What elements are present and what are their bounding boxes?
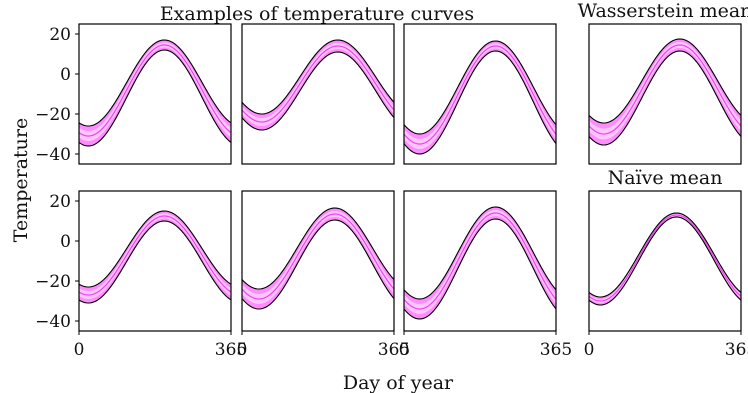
inner-band bbox=[242, 211, 394, 304]
panel-frame bbox=[78, 190, 232, 332]
inner-band bbox=[589, 214, 741, 303]
median-line bbox=[79, 44, 231, 137]
panel-frame bbox=[588, 190, 742, 332]
panel-5: 200−20−400 365 bbox=[35, 190, 247, 360]
x-tick-label: 0 bbox=[399, 340, 410, 360]
y-tick-label: 0 bbox=[60, 65, 71, 85]
x-tick-label: 365 bbox=[725, 340, 748, 360]
median-line bbox=[589, 214, 741, 302]
inner-band bbox=[79, 213, 231, 299]
upper-edge-line bbox=[242, 207, 394, 290]
median-line bbox=[242, 213, 394, 300]
panel-1: 20 0 −20 −40 bbox=[35, 23, 232, 165]
x-tick-label: 0 bbox=[237, 340, 248, 360]
lower-edge-line bbox=[242, 51, 394, 131]
x-tick-label: 0 bbox=[74, 340, 85, 360]
panel-title: Wasserstein mean bbox=[578, 0, 748, 22]
upper-edge-line bbox=[589, 212, 741, 298]
median-line bbox=[589, 44, 741, 135]
x-tick-label: 365 bbox=[215, 340, 247, 360]
lower-edge-line bbox=[589, 50, 741, 146]
panel-frame bbox=[241, 190, 395, 332]
upper-edge-line bbox=[404, 40, 556, 135]
y-tick-label: −20 bbox=[35, 105, 71, 125]
inner-band bbox=[404, 210, 556, 314]
lower-edge-line bbox=[242, 219, 394, 310]
y-tick-label: −40 bbox=[35, 312, 71, 332]
y-tick-label: 0 bbox=[60, 232, 71, 252]
upper-edge-line bbox=[589, 38, 741, 124]
inner-band bbox=[404, 43, 556, 149]
lower-edge-line bbox=[79, 220, 231, 304]
lower-edge-line bbox=[79, 49, 231, 147]
upper-edge-line bbox=[79, 39, 231, 127]
panel-7: 0 365 bbox=[399, 190, 572, 360]
y-axis-label: Temperature bbox=[10, 118, 32, 242]
lower-edge-line bbox=[404, 218, 556, 320]
panel-frame bbox=[588, 23, 742, 165]
panel-frame bbox=[403, 190, 557, 332]
y-tick-label: −20 bbox=[35, 272, 71, 292]
inner-band bbox=[242, 43, 394, 127]
panel-3 bbox=[403, 23, 557, 165]
x-tick-label: 365 bbox=[540, 340, 572, 360]
lower-edge-line bbox=[589, 216, 741, 306]
lower-edge-line bbox=[404, 50, 556, 155]
upper-edge-line bbox=[404, 206, 556, 300]
inner-band bbox=[79, 42, 231, 141]
outer-band bbox=[589, 213, 741, 305]
y-tick-label: −40 bbox=[35, 145, 71, 165]
x-tick-label: 365 bbox=[378, 340, 410, 360]
median-line bbox=[404, 212, 556, 310]
panel-4: Wasserstein mean bbox=[578, 0, 748, 165]
panel-8: Naïve mean 0 365 bbox=[584, 167, 748, 360]
panel-frame bbox=[241, 23, 395, 165]
upper-edge-line bbox=[79, 210, 231, 288]
panel-2 bbox=[241, 23, 395, 165]
x-axis-label: Day of year bbox=[343, 372, 454, 393]
panel-frame bbox=[78, 23, 232, 165]
median-line bbox=[242, 45, 394, 123]
figure-title: Examples of temperature curves bbox=[160, 3, 474, 25]
y-tick-label: 20 bbox=[49, 25, 71, 45]
panel-frame bbox=[403, 23, 557, 165]
panel-title: Naïve mean bbox=[608, 167, 723, 189]
panel-6: 0 365 bbox=[237, 190, 410, 360]
outer-band bbox=[242, 40, 394, 131]
median-line bbox=[79, 215, 231, 296]
x-tick-label: 0 bbox=[584, 340, 595, 360]
median-line bbox=[404, 45, 556, 145]
upper-edge-line bbox=[242, 39, 394, 115]
y-tick-label: 20 bbox=[49, 192, 71, 212]
